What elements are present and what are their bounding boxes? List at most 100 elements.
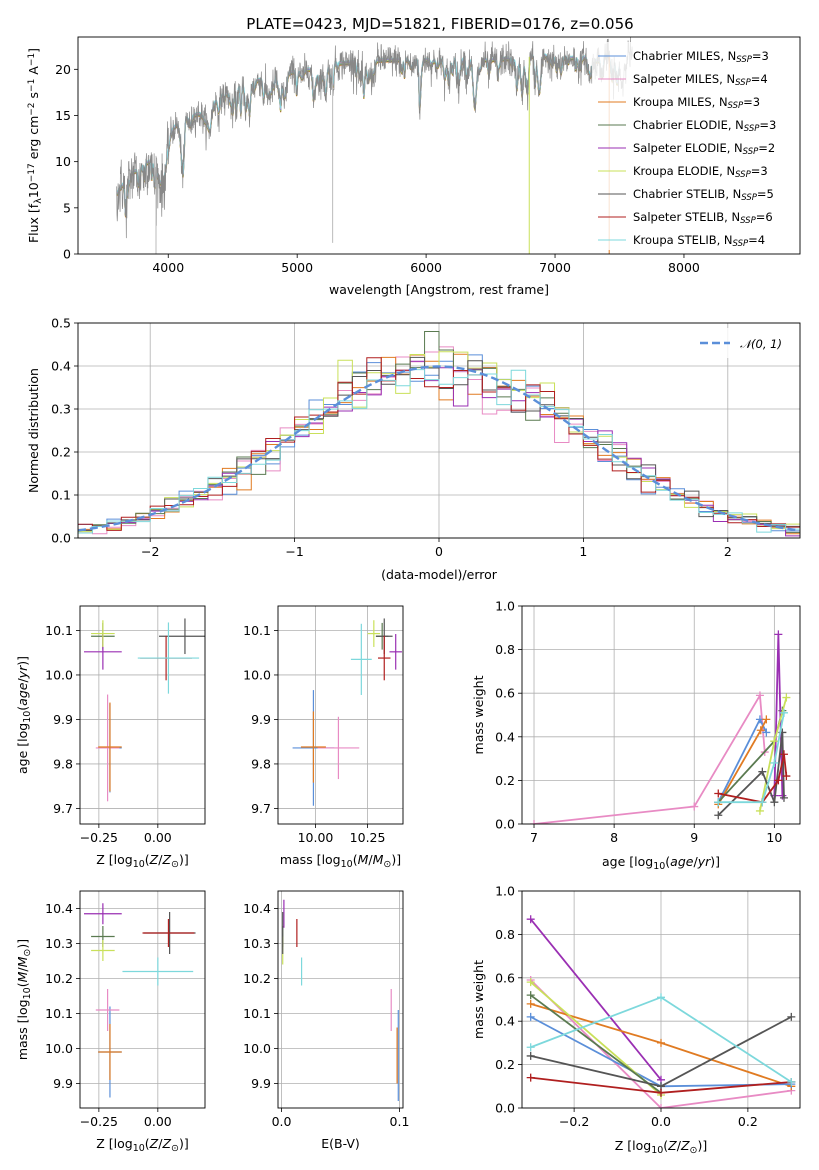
weight-age-ylabel: mass weight	[471, 675, 486, 754]
weight-marker	[657, 1104, 665, 1108]
weight-marker	[526, 1043, 535, 1052]
axes-frame	[277, 605, 404, 825]
y-tick-label: 0.0	[495, 1101, 515, 1116]
age-mass-xlabel: mass [log10(M/M⊙)]	[280, 852, 401, 870]
legend-label: Salpeter STELIB, NSSP=6	[633, 210, 773, 226]
weight-marker	[779, 793, 788, 802]
age-vs-mass-plot-area	[292, 618, 402, 806]
weight-marker	[756, 726, 765, 735]
mass-vs-ebv-axes: 0.0 0.1 9.9 10.0 10.1 10.2 10.3 10.4 E(B-V)	[243, 890, 410, 1151]
mass-vs-ebv-plot-area	[282, 899, 399, 1101]
histogram-ylabel: Normed distribution	[26, 368, 41, 493]
age-vs-Z-axes: −0.25 0.00 9.7 9.8 9.9 10.0 10.1 Z [log10(Z/Z⊙)…	[15, 605, 206, 870]
weight-age-xlabel: age [log10(age/yr)]	[602, 854, 720, 872]
x-tick-label: 8	[610, 830, 618, 845]
axes-frame	[521, 890, 801, 1109]
histogram-step-line	[78, 369, 800, 534]
y-tick-label: 0.5	[51, 316, 71, 331]
y-tick-label: 20	[55, 62, 71, 77]
y-tick-label: 10.1	[45, 1006, 73, 1021]
x-tick-label: 0	[435, 544, 443, 559]
weight-marker	[770, 737, 779, 746]
x-tick-label: −0.25	[80, 830, 118, 845]
x-tick-label: 9	[690, 830, 698, 845]
age-z-ylabel: age [log10(age/yr)]	[15, 656, 33, 774]
weight-marker	[779, 708, 788, 717]
weight-marker	[762, 728, 771, 737]
weight-marker	[690, 802, 699, 811]
legend-label: Kroupa STELIB, NSSP=4	[633, 233, 765, 249]
legend-label: 𝒩(0, 1)	[740, 337, 782, 351]
x-tick-label: 2	[724, 544, 732, 559]
y-tick-label: 10.4	[45, 901, 73, 916]
axes-frame	[79, 605, 206, 825]
legend-label: Salpeter ELODIE, NSSP=2	[633, 141, 775, 157]
legend-label: Salpeter MILES, NSSP=4	[633, 72, 768, 88]
y-tick-label: 0.2	[495, 773, 515, 788]
weight-series-line	[530, 994, 662, 1094]
x-tick-label: 7	[530, 830, 538, 845]
x-tick-label: 0.2	[738, 1114, 758, 1129]
histogram-xlabel: (data-model)/error	[381, 567, 498, 582]
histogram-legend: 𝒩(0, 1)	[692, 328, 796, 358]
y-tick-label: 1.0	[495, 884, 515, 899]
spectrum-xlabel: wavelength [Angstrom, rest frame]	[329, 282, 549, 297]
residual-histogram-plot-area	[78, 331, 800, 538]
x-tick-label: −1	[285, 544, 303, 559]
y-tick-label: 0.3	[51, 402, 71, 417]
weight-marker	[526, 915, 535, 924]
legend-label: Chabrier ELODIE, NSSP=3	[633, 118, 776, 134]
y-tick-label: 10.1	[243, 623, 271, 638]
x-tick-label: 0.0	[651, 1114, 671, 1129]
weight-marker	[657, 1088, 665, 1097]
legend-label: Kroupa MILES, NSSP=3	[633, 95, 760, 111]
mass-weight-vs-Z-axes: −0.2 0.0 0.2 0.0 0.2 0.4 0.6 0.8 1.0 Z [log10(Z/Z…	[471, 884, 801, 1156]
x-tick-label: 0.0	[272, 1114, 292, 1129]
y-tick-label: 10.1	[45, 623, 73, 638]
y-tick-label: 0.6	[495, 970, 515, 985]
weight-series-line	[718, 712, 785, 804]
y-tick-label: 0.2	[495, 1057, 515, 1072]
weight-marker	[526, 1012, 535, 1021]
weight-marker	[774, 776, 783, 785]
x-tick-label: 4000	[152, 260, 184, 275]
weight-z-xlabel: Z [log10(Z/Z⊙)]	[615, 1138, 708, 1156]
histogram-step-line	[78, 357, 800, 535]
y-tick-label: 5	[63, 200, 71, 215]
weight-marker	[770, 758, 779, 767]
legend-box	[592, 42, 796, 250]
axes-frame	[79, 890, 206, 1109]
weight-marker	[779, 750, 788, 759]
weight-marker	[758, 767, 767, 776]
weight-marker	[787, 1077, 796, 1086]
y-tick-label: 10.0	[243, 1041, 271, 1056]
x-tick-label: 10.25	[350, 830, 386, 845]
y-tick-label: 10.3	[243, 936, 271, 951]
weight-series-line	[529, 918, 662, 1081]
legend-label: Chabrier MILES, NSSP=3	[633, 49, 769, 65]
ebv-xlabel: E(B-V)	[321, 1136, 360, 1151]
mass-z-xlabel: Z [log10(Z/Z⊙)]	[96, 1136, 189, 1154]
weight-series-line	[530, 979, 792, 1108]
weight-marker	[526, 991, 535, 1000]
x-tick-label: 10	[766, 830, 782, 845]
x-tick-label: 0.00	[144, 1114, 172, 1129]
x-tick-label: 1	[579, 544, 587, 559]
mass-weight-vs-age-plot-area	[530, 630, 791, 824]
y-tick-label: 0.8	[495, 927, 515, 942]
weight-marker	[526, 978, 535, 987]
weight-marker	[782, 693, 791, 702]
y-tick-label: 0.8	[495, 642, 515, 657]
y-tick-label: 9.7	[251, 801, 271, 816]
age-vs-Z-plot-area	[84, 618, 205, 802]
axes-frame	[77, 36, 801, 255]
legend-box	[692, 328, 796, 358]
weight-marker	[774, 630, 783, 639]
x-tick-label: −2	[141, 544, 159, 559]
y-tick-label: 15	[55, 108, 71, 123]
weight-marker	[657, 1038, 665, 1047]
mass-vs-Z-axes: −0.25 0.00 9.9 10.0 10.1 10.2 10.3 10.4 Z [log10…	[15, 890, 206, 1154]
x-tick-label: −0.2	[559, 1114, 589, 1129]
weight-marker	[530, 820, 539, 824]
x-tick-label: 0.1	[390, 1114, 410, 1129]
